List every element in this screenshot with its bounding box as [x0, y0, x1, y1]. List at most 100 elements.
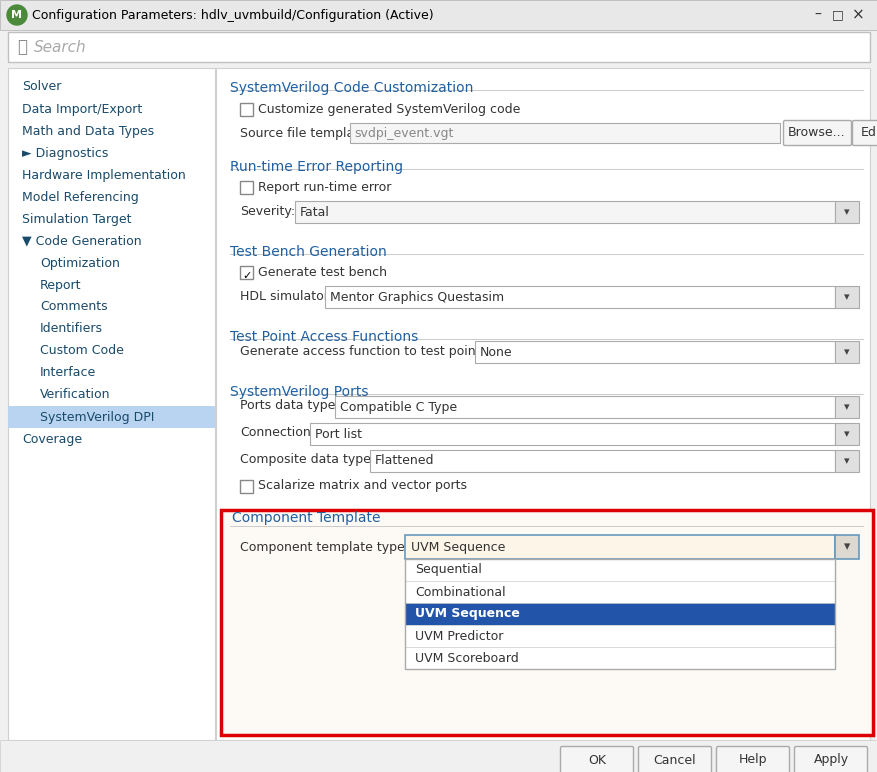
- Bar: [0, 740, 877, 772]
- Text: Ports data type:: Ports data type:: [239, 399, 339, 412]
- Text: ⌕: ⌕: [17, 38, 27, 56]
- Bar: [8, 406, 215, 428]
- Text: Verification: Verification: [40, 388, 111, 401]
- Text: Port list: Port list: [315, 428, 361, 441]
- Text: Generate access function to test point:: Generate access function to test point:: [239, 344, 484, 357]
- Text: Combinational: Combinational: [415, 585, 505, 598]
- FancyBboxPatch shape: [560, 747, 633, 772]
- Text: ▾: ▾: [843, 402, 849, 412]
- Bar: [230, 394, 863, 395]
- Bar: [230, 90, 863, 91]
- Text: Browse...: Browse...: [788, 127, 845, 140]
- Bar: [834, 201, 858, 223]
- Bar: [834, 450, 858, 472]
- Bar: [8, 68, 215, 740]
- Text: Cancel: Cancel: [653, 753, 695, 767]
- Bar: [404, 559, 834, 669]
- Bar: [834, 423, 858, 445]
- Bar: [221, 510, 872, 735]
- FancyBboxPatch shape: [716, 747, 788, 772]
- Text: Component Template: Component Template: [232, 511, 380, 525]
- Text: ×: ×: [851, 8, 863, 22]
- Text: Search: Search: [34, 39, 87, 55]
- Text: HDL simulator:: HDL simulator:: [239, 290, 332, 303]
- Text: Math and Data Types: Math and Data Types: [22, 124, 154, 137]
- Bar: [404, 625, 834, 647]
- Bar: [230, 254, 863, 255]
- Text: Custom Code: Custom Code: [40, 344, 124, 357]
- Text: ► Diagnostics: ► Diagnostics: [22, 147, 108, 160]
- Text: Generate test bench: Generate test bench: [258, 266, 387, 279]
- Text: □: □: [831, 8, 843, 22]
- Text: svdpi_event.vgt: svdpi_event.vgt: [353, 127, 453, 140]
- Text: Composite data type:: Composite data type:: [239, 453, 374, 466]
- Bar: [474, 341, 834, 363]
- Text: Fatal: Fatal: [300, 205, 330, 218]
- Bar: [239, 266, 253, 279]
- Text: Data Import/Export: Data Import/Export: [22, 103, 142, 116]
- Bar: [834, 535, 858, 559]
- Bar: [404, 647, 834, 669]
- Text: UVM Predictor: UVM Predictor: [415, 629, 503, 642]
- Text: Test Point Access Functions: Test Point Access Functions: [230, 330, 417, 344]
- Text: Configuration Parameters: hdlv_uvmbuild/Configuration (Active): Configuration Parameters: hdlv_uvmbuild/…: [32, 8, 433, 22]
- Text: ▼ Code Generation: ▼ Code Generation: [22, 235, 141, 248]
- Text: Apply: Apply: [812, 753, 847, 767]
- Bar: [230, 339, 863, 340]
- Bar: [216, 68, 869, 740]
- Bar: [295, 201, 834, 223]
- Text: Help: Help: [738, 753, 766, 767]
- Text: –: –: [814, 8, 821, 22]
- Bar: [834, 286, 858, 308]
- Bar: [834, 396, 858, 418]
- FancyBboxPatch shape: [794, 747, 866, 772]
- Text: Coverage: Coverage: [22, 432, 82, 445]
- Bar: [239, 181, 253, 194]
- Text: Sequential: Sequential: [415, 564, 481, 577]
- Text: UVM Sequence: UVM Sequence: [410, 540, 505, 554]
- Text: Identifiers: Identifiers: [40, 323, 103, 336]
- Text: Report run-time error: Report run-time error: [258, 181, 391, 194]
- FancyBboxPatch shape: [638, 747, 710, 772]
- Text: SystemVerilog Ports: SystemVerilog Ports: [230, 385, 368, 399]
- Text: Solver: Solver: [22, 80, 61, 93]
- Text: None: None: [480, 346, 512, 358]
- Bar: [239, 103, 253, 116]
- Text: SystemVerilog DPI: SystemVerilog DPI: [40, 411, 154, 424]
- Circle shape: [7, 5, 27, 25]
- Text: M: M: [11, 10, 23, 20]
- Text: Severity:: Severity:: [239, 205, 295, 218]
- Text: Test Bench Generation: Test Bench Generation: [230, 245, 386, 259]
- Bar: [369, 450, 834, 472]
- Bar: [404, 603, 834, 625]
- Bar: [404, 559, 834, 581]
- Bar: [404, 581, 834, 603]
- Text: Simulation Target: Simulation Target: [22, 212, 132, 225]
- Text: Interface: Interface: [40, 367, 96, 380]
- Bar: [239, 480, 253, 493]
- Bar: [0, 0, 877, 30]
- Bar: [834, 341, 858, 363]
- Bar: [230, 526, 863, 527]
- Text: Edit: Edit: [859, 127, 877, 140]
- Text: Run-time Error Reporting: Run-time Error Reporting: [230, 160, 403, 174]
- Text: ▾: ▾: [843, 429, 849, 439]
- Text: ▾: ▾: [843, 347, 849, 357]
- Text: ▾: ▾: [843, 292, 849, 302]
- Bar: [310, 423, 834, 445]
- Bar: [350, 123, 779, 143]
- Text: ✓: ✓: [242, 271, 251, 281]
- Text: Scalarize matrix and vector ports: Scalarize matrix and vector ports: [258, 479, 467, 493]
- Text: Compatible C Type: Compatible C Type: [339, 401, 457, 414]
- Bar: [230, 169, 863, 170]
- Text: OK: OK: [588, 753, 605, 767]
- Text: Component template type:: Component template type:: [239, 541, 409, 554]
- Text: Optimization: Optimization: [40, 256, 120, 269]
- Text: Hardware Implementation: Hardware Implementation: [22, 168, 186, 181]
- Text: ▾: ▾: [843, 456, 849, 466]
- FancyBboxPatch shape: [852, 120, 877, 145]
- Text: Comments: Comments: [40, 300, 108, 313]
- Text: UVM Scoreboard: UVM Scoreboard: [415, 652, 518, 665]
- Bar: [8, 32, 869, 62]
- Text: SystemVerilog Code Customization: SystemVerilog Code Customization: [230, 81, 473, 95]
